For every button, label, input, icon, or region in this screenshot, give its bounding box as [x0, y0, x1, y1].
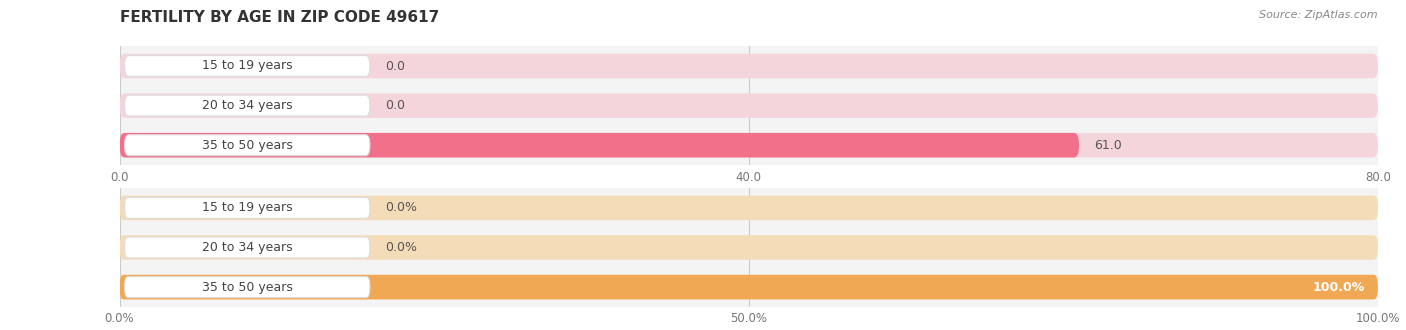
FancyBboxPatch shape	[125, 95, 370, 116]
Text: 20 to 34 years: 20 to 34 years	[202, 99, 292, 112]
FancyBboxPatch shape	[120, 133, 1378, 157]
Text: 20 to 34 years: 20 to 34 years	[202, 241, 292, 254]
FancyBboxPatch shape	[120, 93, 1378, 118]
Text: 15 to 19 years: 15 to 19 years	[202, 59, 292, 73]
Text: 0.0%: 0.0%	[385, 241, 418, 254]
FancyBboxPatch shape	[120, 196, 1378, 220]
Text: 100.0%: 100.0%	[1313, 280, 1365, 294]
Text: 0.0: 0.0	[385, 99, 405, 112]
Text: 35 to 50 years: 35 to 50 years	[202, 280, 292, 294]
FancyBboxPatch shape	[125, 277, 370, 298]
FancyBboxPatch shape	[125, 55, 370, 77]
Text: 0.0%: 0.0%	[385, 201, 418, 214]
Text: FERTILITY BY AGE IN ZIP CODE 49617: FERTILITY BY AGE IN ZIP CODE 49617	[120, 10, 439, 25]
FancyBboxPatch shape	[120, 275, 1378, 299]
Text: Source: ZipAtlas.com: Source: ZipAtlas.com	[1260, 10, 1378, 20]
Text: 35 to 50 years: 35 to 50 years	[202, 139, 292, 152]
FancyBboxPatch shape	[120, 133, 1078, 157]
FancyBboxPatch shape	[120, 235, 1378, 260]
FancyBboxPatch shape	[125, 135, 370, 156]
FancyBboxPatch shape	[125, 237, 370, 258]
Text: 61.0: 61.0	[1094, 139, 1122, 152]
Text: 0.0: 0.0	[385, 59, 405, 73]
FancyBboxPatch shape	[125, 197, 370, 218]
FancyBboxPatch shape	[120, 54, 1378, 78]
Text: 15 to 19 years: 15 to 19 years	[202, 201, 292, 214]
FancyBboxPatch shape	[120, 275, 1378, 299]
